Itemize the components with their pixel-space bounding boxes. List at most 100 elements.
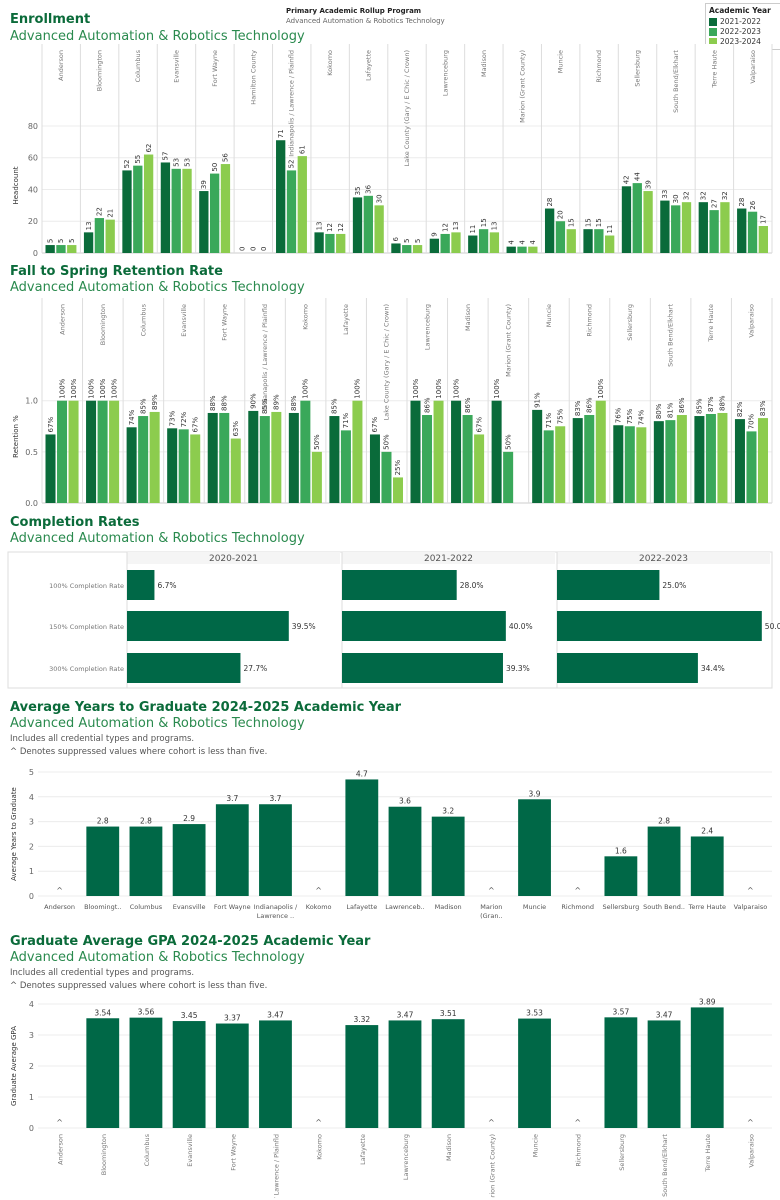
bar: [566, 229, 576, 253]
bar: [276, 140, 286, 253]
data-label: 4.7: [356, 769, 368, 778]
data-label: 3.7: [270, 794, 282, 803]
category-label: Bloomington: [100, 1134, 108, 1175]
data-label: 88%: [221, 395, 229, 411]
bar: [143, 154, 154, 253]
data-label: 4: [507, 240, 515, 245]
data-label: 28: [738, 198, 746, 207]
category-label: Fort Wayne: [211, 50, 219, 87]
category-label: Lafayette: [359, 1134, 367, 1165]
category-label: Sellersburg: [626, 304, 634, 341]
bar: [94, 218, 105, 253]
category-label: Sellersburg: [618, 1134, 626, 1171]
data-label: 3.9: [529, 789, 541, 798]
category-label: Muncie: [545, 304, 553, 327]
data-label: 86%: [586, 397, 594, 413]
data-label: 25.0%: [662, 581, 686, 590]
bar: [595, 400, 606, 503]
category-label: (Gran..: [480, 912, 502, 920]
bar: [694, 416, 705, 503]
bar: [392, 477, 403, 503]
bar: [621, 186, 632, 253]
legend-swatch: [709, 37, 717, 46]
y-tick-label: 2: [29, 842, 34, 851]
data-label: 12: [441, 223, 449, 232]
suppressed-marker: ^: [315, 886, 322, 895]
bar: [429, 238, 440, 253]
program-filter[interactable]: Primary Academic Rollup Program Advanced…: [286, 7, 445, 25]
bar: [129, 826, 163, 896]
data-label: 86%: [464, 397, 472, 413]
panel-title: 2022-2023: [639, 554, 688, 564]
data-label: 3.56: [138, 1008, 155, 1017]
category-label: Fort Wayne: [214, 903, 251, 911]
bar: [190, 434, 201, 503]
category-label: Terre Haute: [687, 903, 726, 911]
category-label: Evansville: [172, 50, 180, 83]
data-label: 3.89: [699, 997, 716, 1006]
bar: [557, 653, 698, 683]
program-filter-value: Advanced Automation & Robotics Technolog…: [286, 17, 445, 25]
data-label: 85%: [331, 398, 339, 414]
category-label: South Bend/Elkhart: [667, 304, 675, 367]
bar: [474, 434, 485, 503]
data-label: 70%: [748, 413, 756, 429]
bar: [532, 409, 543, 503]
data-label: 74%: [128, 409, 136, 425]
bar: [388, 806, 422, 896]
data-label: 85%: [139, 398, 147, 414]
bar: [182, 168, 192, 253]
legend-title: Academic Year: [709, 6, 771, 15]
bar: [757, 418, 768, 503]
bar: [410, 400, 421, 503]
data-label: 6.7%: [157, 581, 176, 590]
bar: [381, 451, 392, 503]
data-label: 100%: [110, 378, 118, 398]
bar: [557, 611, 762, 641]
completion-chart: 2020-2021 2021-2022 2022-2023 100% Completi…: [7, 551, 780, 689]
data-label: 5: [46, 239, 54, 243]
legend-swatch: [709, 27, 717, 36]
bar: [583, 229, 593, 253]
category-label: Muncie: [532, 1134, 540, 1157]
years-note-credentials: Includes all credential types and progra…: [10, 734, 195, 744]
y-tick-label: 20: [28, 217, 38, 226]
bar: [604, 1017, 638, 1128]
bar: [259, 416, 270, 503]
category-label: Lawrenceburg: [423, 304, 431, 350]
data-label: 81%: [667, 402, 675, 418]
panel-title: 2020-2021: [209, 554, 258, 564]
suppressed-marker: ^: [56, 1118, 63, 1127]
legend-item[interactable]: 2021-2022: [709, 17, 777, 26]
bar: [286, 170, 297, 253]
category-label: South Bend/Elkhart: [672, 50, 680, 113]
category-label: Madison: [464, 304, 472, 331]
data-label: 86%: [423, 397, 431, 413]
category-label: Marion (Grant County): [488, 1134, 496, 1198]
bar: [746, 431, 757, 503]
data-label: 56: [222, 153, 230, 162]
bar: [491, 400, 502, 503]
category-label: Anderson: [57, 1134, 65, 1165]
bar: [86, 400, 97, 503]
bar: [388, 1020, 422, 1128]
bar: [209, 173, 220, 253]
legend-item[interactable]: 2023-2024: [709, 37, 777, 46]
data-label: 3.6: [399, 797, 411, 806]
category-label: Evansville: [173, 903, 206, 911]
data-label: 100%: [412, 378, 420, 398]
legend-item[interactable]: 2022-2023: [709, 27, 777, 36]
data-label: 22: [96, 207, 104, 216]
years-note-suppressed: ^ Denotes suppressed values where cohort…: [10, 747, 268, 757]
data-label: 3.53: [526, 1009, 543, 1018]
legend-label: 2023-2024: [720, 37, 761, 46]
legend-label: 2021-2022: [720, 17, 761, 26]
data-label: 15: [480, 218, 488, 227]
bar: [604, 856, 638, 896]
category-label: Marion: [480, 903, 502, 911]
category-label: Terre Haute: [710, 50, 718, 89]
data-label: 44: [634, 172, 642, 181]
data-label: 100%: [597, 378, 605, 398]
category-label: Valparaiso: [747, 1134, 755, 1168]
y-tick-label: 1.0: [25, 397, 38, 406]
